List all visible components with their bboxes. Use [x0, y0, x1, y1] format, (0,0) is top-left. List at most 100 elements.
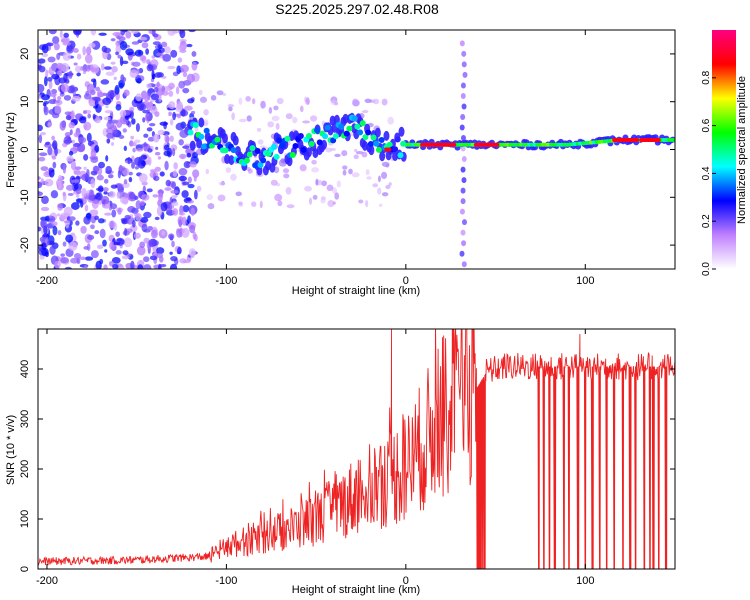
spectrogram-noise-blob	[178, 167, 188, 176]
spectrogram-noise-blob	[122, 128, 128, 133]
spectrogram-noise-blob	[79, 256, 87, 261]
snr-x-tick-label: 100	[576, 575, 594, 587]
spectrogram-noise-blob	[149, 255, 158, 261]
spectrogram-noise-blob	[53, 42, 60, 51]
spectrogram-noise-blob	[51, 221, 58, 227]
spectrogram-x-tick-label: 100	[576, 275, 594, 287]
spectrogram-noise-blob	[131, 161, 136, 169]
spectrogram-noise-blob	[38, 181, 43, 189]
snr-y-tick-label: 0	[19, 566, 31, 572]
spectrogram-noise-blob	[299, 164, 307, 172]
spectrogram-noise-blob	[43, 76, 48, 87]
spectrogram-noise-blob	[151, 239, 159, 247]
spectrogram-noise-blob	[165, 179, 171, 187]
spectrogram-noise-blob	[134, 139, 141, 144]
spectrogram-noise-blob	[134, 166, 139, 170]
spectrogram-noise-blob	[388, 182, 392, 186]
spectrogram-noise-blob	[169, 135, 174, 142]
spectrogram-noise-blob	[119, 109, 127, 118]
spectrogram-noise-blob	[90, 67, 98, 73]
spectrogram-noise-blob	[358, 199, 364, 204]
spectrogram-artifact-blob	[461, 103, 467, 110]
spectrogram-noise-blob	[152, 194, 159, 198]
spectrogram-noise-blob	[312, 194, 318, 200]
spectrogram-noise-blob	[63, 94, 72, 101]
spectrogram-noise-blob	[103, 66, 112, 70]
spectrogram-noise-blob	[68, 150, 74, 156]
spectrogram-noise-blob	[194, 233, 198, 242]
spectrogram-noise-blob	[182, 259, 191, 264]
spectrogram-noise-blob	[121, 219, 128, 225]
spectrogram-ridge-halo	[228, 155, 235, 166]
spectrogram-ridge-peak	[474, 142, 500, 147]
spectrogram-noise-blob	[167, 30, 176, 37]
spectrogram-noise-blob	[352, 98, 358, 104]
spectrogram-noise-blob	[118, 165, 126, 172]
spectrogram-noise-blob	[308, 197, 313, 205]
spectrogram-noise-blob	[120, 196, 128, 204]
spectrogram-noise-blob	[45, 42, 54, 47]
spectrogram-noise-blob	[147, 92, 151, 101]
spectrogram-noise-blob	[70, 202, 80, 210]
spectrogram-noise-blob	[151, 73, 156, 80]
colorbar-label: Normalized spectral amplitude	[736, 76, 748, 224]
spectrogram-noise-blob	[66, 155, 74, 162]
spectrogram-noise-blob	[51, 73, 60, 80]
spectrogram-noise-blob	[177, 57, 183, 63]
spectrogram-noise-blob	[285, 113, 293, 120]
spectrogram-noise-blob	[182, 145, 190, 149]
spectrogram-artifact-blob	[460, 187, 466, 194]
spectrogram-noise-blob	[62, 241, 67, 247]
spectrogram-noise-blob	[125, 31, 132, 39]
spectrogram-noise-blob	[40, 206, 50, 212]
spectrogram-noise-blob	[187, 215, 191, 224]
spectrogram-y-tick-label: 0	[19, 146, 31, 152]
spectrogram-noise-blob	[364, 98, 372, 104]
spectrogram-noise-blob	[334, 153, 341, 158]
spectrogram-noise-blob	[164, 133, 169, 144]
spectrogram-noise-blob	[128, 171, 133, 176]
snr-x-tick-label: 0	[403, 575, 409, 587]
spectrogram-noise-blob	[170, 144, 178, 151]
spectrogram-ridge-point	[246, 151, 253, 158]
spectrogram-noise-blob	[89, 209, 99, 217]
spectrogram-noise-blob	[118, 135, 125, 139]
spectrogram-noise-blob	[38, 83, 45, 93]
spectrogram-noise-blob	[268, 107, 273, 114]
spectrogram-noise-blob	[39, 254, 45, 260]
colorbar-tick-label: 0.4	[701, 166, 712, 180]
spectrogram-noise-blob	[131, 142, 137, 147]
spectrogram-noise-blob	[138, 156, 143, 164]
spectrogram-noise-blob	[142, 109, 150, 114]
snr-y-tick-label: 200	[19, 460, 31, 478]
spectrogram-noise-blob	[105, 155, 109, 162]
spectrogram-noise-blob	[132, 219, 136, 228]
spectrogram-noise-blob	[39, 152, 48, 157]
spectrogram-noise-blob	[187, 183, 195, 189]
spectrogram-noise-blob	[381, 161, 390, 167]
spectrogram-noise-blob	[144, 95, 148, 104]
spectrogram-ridge-point	[254, 148, 261, 155]
spectrogram-noise-blob	[94, 230, 100, 235]
spectrogram-noise-blob	[86, 168, 90, 178]
snr-series-line	[38, 329, 675, 569]
spectrogram-noise-blob	[147, 148, 153, 153]
spectrogram-noise-blob	[143, 256, 150, 263]
spectrogram-noise-blob	[78, 136, 87, 144]
spectrogram-ridge-point	[292, 143, 299, 150]
spectrogram-noise-blob	[135, 122, 140, 132]
spectrogram-artifact-blob	[460, 82, 466, 89]
spectrogram-noise-blob	[139, 173, 148, 183]
snr-x-tick-label: -200	[36, 575, 58, 587]
spectrogram-noise-blob	[177, 246, 182, 255]
spectrogram-noise-blob	[60, 257, 69, 264]
spectrogram-noise-blob	[97, 244, 104, 250]
spectrogram-noise-blob	[381, 98, 388, 106]
spectrogram-noise-blob	[73, 62, 78, 66]
spectrogram-ridge-peak	[384, 147, 392, 152]
spectrogram-noise-blob	[66, 44, 74, 54]
spectrogram-noise-blob	[43, 106, 49, 116]
spectrogram-artifact-blob	[461, 50, 467, 57]
spectrogram-artifact-blob	[459, 208, 465, 215]
spectrogram-noise-blob	[157, 72, 164, 78]
